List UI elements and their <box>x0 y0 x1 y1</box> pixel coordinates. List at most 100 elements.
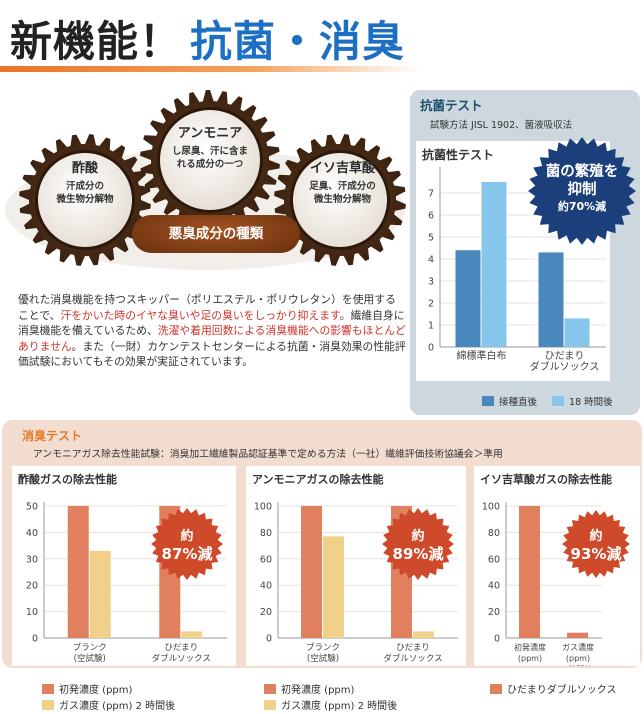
gear-sub: し尿臭、汗に含ま <box>171 146 248 157</box>
badge-line: 抑制 <box>567 182 597 198</box>
y-tick-label: 80 <box>488 528 500 539</box>
gear-sub: 汗成分の <box>65 181 104 192</box>
title-underline <box>0 66 420 72</box>
gear-title: アンモニア <box>177 126 243 141</box>
y-tick-label: 40 <box>488 581 500 592</box>
x-tick-label: (空試験) <box>307 653 339 664</box>
y-tick-label: 30 <box>26 554 38 565</box>
odor-gears-illustration: 酢酸 汗成分の 微生物分解物 アンモニア し尿臭、汗に含ま れる成分の一つ イソ… <box>0 80 410 285</box>
legend-swatch <box>42 700 54 710</box>
bar <box>301 506 322 638</box>
legend-swatch <box>490 684 502 694</box>
bar <box>323 536 344 638</box>
y-tick-label: 0 <box>428 343 434 354</box>
x-tick-label: 初発濃度 <box>514 642 546 652</box>
gear-sub: 微生物分解物 <box>56 194 114 205</box>
badge-line: 約70%減 <box>557 200 607 213</box>
gear-acetic-acid: 酢酸 汗成分の 微生物分解物 <box>30 157 140 206</box>
y-tick-label: 20 <box>26 581 38 592</box>
legend-label: ガス濃度 (ppm) 2 時間後 <box>281 701 398 712</box>
y-tick-label: 20 <box>260 607 272 618</box>
legend-label: 18 時間後 <box>569 397 613 408</box>
legend-item: 初発濃度 (ppm) <box>264 683 397 699</box>
legend-swatch <box>264 700 276 710</box>
desc-part: 優れた消臭機能を持つスキッパー（ポリエステル・ポリウレタン）を使用することで、 <box>18 293 396 322</box>
legend-item: ガス濃度 (ppm) 2 時間後 <box>264 699 397 714</box>
x-tick-label: (ppm) <box>566 654 590 663</box>
antibacterial-chart-title: 抗菌性テスト <box>422 148 495 162</box>
bar <box>455 250 481 347</box>
acetic-acid-chart: 0 10 20 30 40 50 ブランク(空試験) ひだまりダブルソックス 約87%減 <box>26 502 227 664</box>
x-tick-label: ブランク <box>73 642 107 653</box>
ammonia-chart-card: アンモニアガスの除去性能 0 20 40 60 80 100 ブランク (空試験) ひだまり ダブ… <box>246 466 466 666</box>
seal-label: 約 <box>411 528 424 544</box>
x-tick-label: ブランク <box>306 642 340 653</box>
legend-swatch <box>482 396 494 406</box>
legend-item: 初発濃度 (ppm) <box>42 683 175 699</box>
y-tick-label: 100 <box>254 502 272 513</box>
y-tick-label: 7 <box>428 189 434 200</box>
bar <box>481 182 507 347</box>
gear-title: イソ吉草酸 <box>309 161 375 176</box>
badge-line: 菌の繁殖を <box>545 164 619 180</box>
title-black: 新機能！ <box>10 17 183 66</box>
y-tick-label: 10 <box>26 607 38 618</box>
y-tick-label: 5 <box>428 233 434 244</box>
gear-face <box>38 153 132 247</box>
reduction-seal <box>382 508 454 580</box>
x-tick-label: (ppm) <box>518 654 542 663</box>
legend-swatch <box>42 684 54 694</box>
gear-sub: れる成分の一つ <box>176 159 244 170</box>
deodorant-method: アンモニアガス除去性能試験：消臭加工繊維製品認証基準で定める方法（一社）繊維評価… <box>33 449 503 460</box>
gear-isovaleric-acid: イソ吉草酸 足臭、汗成分の 微生物分解物 <box>285 157 400 206</box>
y-tick-label: 80 <box>260 528 272 539</box>
y-tick-label: 50 <box>26 502 38 513</box>
bar <box>519 506 540 638</box>
legend-label: ひだまりダブルソックス <box>507 685 617 696</box>
x-tick-label: ひだまり <box>545 350 585 362</box>
legend-item: 18 時間後 <box>552 394 613 408</box>
deodorant-section-title: 消臭テスト <box>22 429 83 443</box>
x-tick-label: ダブルソックス <box>530 360 600 373</box>
y-tick-label: 0 <box>266 634 272 645</box>
desc-highlight: 汗をかいた時のイヤな臭いや足の臭いをしっかり抑えます <box>60 308 340 322</box>
gear-sub: 微生物分解物 <box>313 194 371 205</box>
y-tick-label: 100 <box>482 502 500 513</box>
bar <box>89 550 111 638</box>
seal-label: 89%減 <box>393 545 444 563</box>
reduction-seal <box>562 510 630 578</box>
gear-ammonia: アンモニア し尿臭、汗に含ま れる成分の一つ <box>150 122 270 171</box>
x-tick-label: ダブルソックス <box>383 653 442 664</box>
y-tick-label: 20 <box>488 607 500 618</box>
odor-types-label: 悪臭成分の種類 <box>132 215 300 253</box>
y-tick-label: 0 <box>494 634 500 645</box>
legend-label: 接種直後 <box>499 397 538 408</box>
x-tick-label: ガス濃度 <box>562 642 594 652</box>
gear-title: 酢酸 <box>71 161 98 176</box>
title-blue: 抗菌・消臭 <box>190 17 406 66</box>
seal-label: 約 <box>180 528 193 544</box>
isovaleric-legend: ひだまりダブルソックス <box>490 683 617 699</box>
x-tick-label: (空試験) <box>74 653 106 664</box>
x-tick-label: ダブルソックス <box>152 653 211 664</box>
bar <box>181 631 203 638</box>
desc-part: 。繊維自身に消臭機能を備えているため、 <box>18 308 405 338</box>
seal-label: 約 <box>589 528 602 544</box>
ammonia-legend: 初発濃度 (ppm) ガス濃度 (ppm) 2 時間後 <box>264 683 397 714</box>
seal-label: 87%減 <box>162 545 213 563</box>
gears-graphic <box>5 90 406 270</box>
legend-label: ガス濃度 (ppm) 2 時間後 <box>59 701 176 712</box>
acetic-acid-legend: 初発濃度 (ppm) ガス濃度 (ppm) 2 時間後 <box>42 683 175 714</box>
reduction-seal <box>151 508 223 580</box>
reduction-badge-text: 菌の繁殖を 抑制 約70%減 <box>527 163 637 215</box>
legend-item: ひだまりダブルソックス <box>490 683 617 699</box>
antibacterial-method: 試験方法 JISL 1902、菌液吸収法 <box>430 120 573 131</box>
chart-title: アンモニアガスの除去性能 <box>252 473 384 486</box>
ammonia-chart: 0 20 40 60 80 100 ブランク(空試験) ひだまりダブルソックス 約89%減 <box>254 502 458 664</box>
gear-face <box>160 110 260 210</box>
y-tick-label: 40 <box>26 528 38 539</box>
description-text: 優れた消臭機能を持つスキッパー（ポリエステル・ポリウレタン）を使用することで、汗… <box>18 292 406 370</box>
x-tick-label: ひだまり <box>164 643 198 653</box>
